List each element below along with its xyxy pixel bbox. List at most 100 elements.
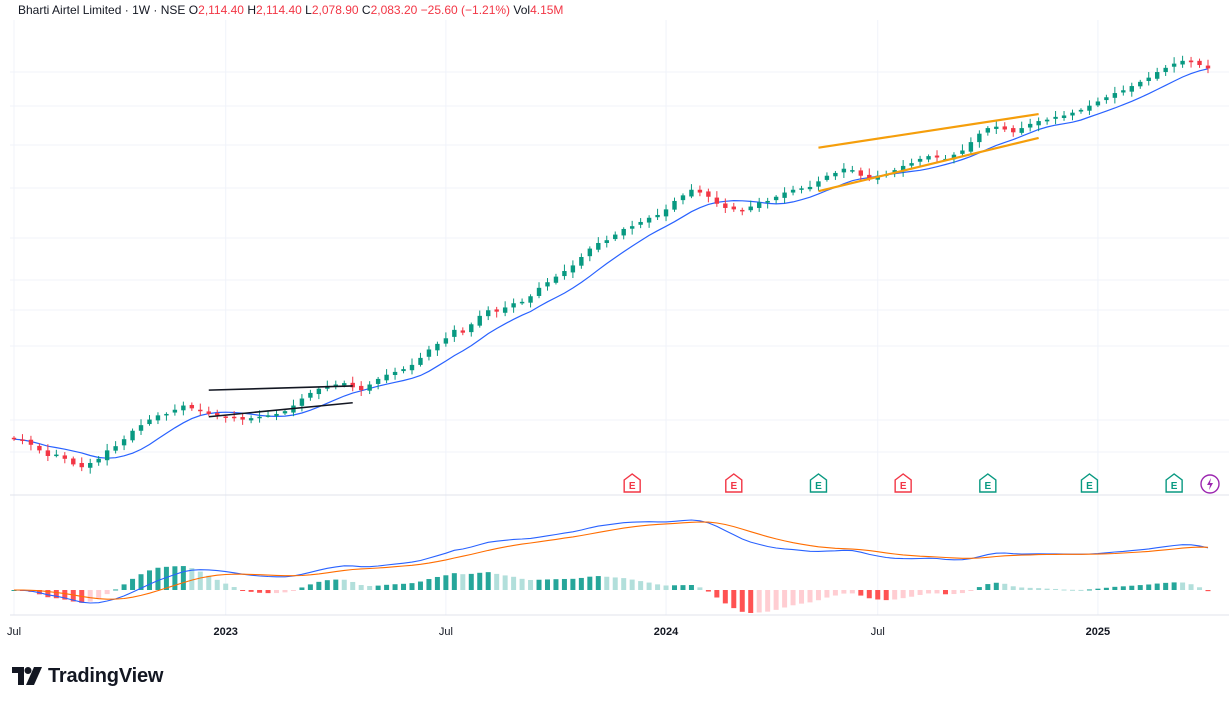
macd-histogram-bar [646,582,652,590]
pattern-drawings[interactable] [208,112,1039,418]
macd-histogram-bar [1036,588,1042,590]
candle-body [215,413,220,416]
earnings-marker-label: E [984,481,991,492]
time-axis-label: Jul [439,626,453,638]
earnings-marker-badge [894,473,912,493]
candle-body [502,307,508,313]
candle-body [138,425,144,431]
candle-body [1205,65,1211,69]
macd-histogram-bar [96,590,102,599]
candle-body [1112,93,1118,98]
candle-body [1053,116,1058,119]
candle-body [342,383,347,386]
candle-body [773,196,779,201]
candle-body [816,181,821,187]
macd-histogram-bar [790,590,796,606]
candle-body [1121,90,1126,93]
macd-histogram-bar [409,583,415,590]
lightning-bolt-icon [1207,478,1213,490]
legend-dot: · [124,3,129,17]
macd-histogram-bar [1010,586,1016,590]
candle-body [282,411,288,414]
candle-body [646,217,652,223]
macd-histogram-bar [1137,585,1143,590]
candle-body [401,369,406,372]
candle-body [1027,123,1033,128]
signal-line [14,521,1209,600]
earnings-markers[interactable]: EEEEEEEE [623,473,1229,494]
macd-histogram-bar [1086,589,1092,591]
macd-histogram-bar [417,581,423,590]
legend-interval[interactable]: 1W [132,3,151,17]
candle-body [680,195,686,201]
time-axis[interactable]: Jul2023Jul2024Jul2025Jul20 [7,626,1229,638]
macd-histogram-bar [519,578,525,590]
macd-histogram-bar [875,590,881,600]
macd-histogram-bar [1129,585,1135,590]
macd-histogram-bar [587,576,593,590]
earnings-marker: E [809,473,828,493]
chart-area[interactable]: EEEEEEEE Jul2023Jul2024Jul2025Jul20 [0,0,1229,645]
candle-body [562,271,567,277]
candle-body [20,439,25,441]
macd-histogram-bar [223,583,229,590]
macd-histogram-bar [392,584,398,590]
earnings-marker: E [894,473,912,493]
macd-histogram-bar [1180,582,1186,590]
candle-body [900,165,906,171]
moving-average-line [13,68,1209,459]
macd-histogram-bar [316,581,322,590]
candle-body [1011,128,1016,133]
tradingview-logo-icon [12,667,42,685]
candle-body [96,458,101,463]
macd-histogram-bar [722,590,728,604]
macd-histogram-bar [638,581,644,590]
macd-histogram-bar [426,579,432,590]
candle-body [934,155,940,158]
time-axis-label: Jul [871,626,885,638]
candle-body [308,392,313,398]
macd-histogram-bar [570,578,576,590]
candle-body [231,416,237,419]
macd-histogram-bar [1070,589,1076,591]
legend-symbol[interactable]: Bharti Airtel Limited [18,3,122,17]
candle-body [714,197,720,204]
tradingview-logo[interactable]: TradingView [12,663,163,689]
macd-histogram-bar [265,590,271,594]
candle-body [909,163,914,166]
macd-histogram-bar [460,574,466,590]
macd-histogram-bar [782,590,788,608]
macd-histogram-bar [621,578,627,590]
macd-histogram-bar [612,577,618,590]
candle-body [79,462,84,468]
wedge-lower-trendline [208,401,353,418]
candle-body [130,430,135,441]
macd-histogram-bar [1197,587,1203,590]
candlestick-series [11,55,1211,474]
macd-histogram-bar [714,590,720,598]
candle-body [435,343,440,351]
earnings-marker-badge [979,473,997,493]
macd-histogram-bar [401,583,407,590]
macd-histogram-bar [384,584,390,590]
macd-histogram-bar [324,580,330,590]
candle-body [206,411,211,414]
candle-body [1180,60,1185,65]
candle-body [172,409,178,413]
macd-histogram-bar [1154,583,1160,590]
macd-histogram-bar [900,590,906,599]
macd-histogram-bar [375,585,381,590]
legend-high-label: H [247,3,256,17]
macd-histogram-bar [307,584,313,590]
macd-histogram-bar [350,581,356,590]
macd-histogram-bar [1095,588,1101,590]
candle-body [409,364,415,371]
candle-body [672,200,677,210]
candle-body [248,418,254,421]
earnings-marker: E [1165,473,1183,493]
legend-open-label: O [188,3,199,17]
macd-panel [11,519,1211,613]
macd-histogram-bar [511,576,517,590]
macd-histogram-bar [1146,584,1152,590]
earnings-marker-label: E [730,481,737,492]
